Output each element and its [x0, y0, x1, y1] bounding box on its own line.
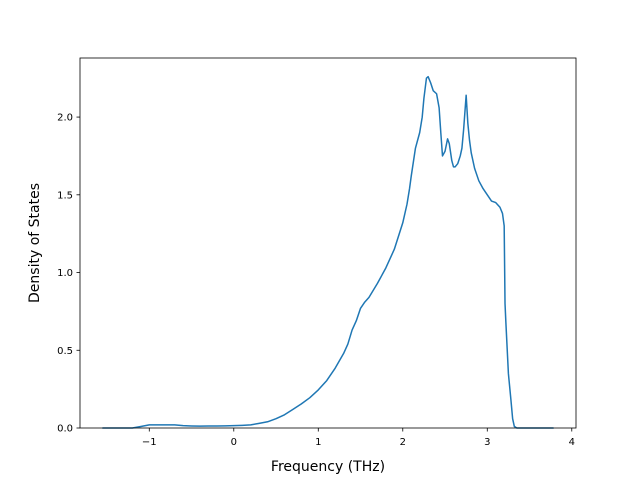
- y-tick-label: 1.0: [57, 268, 73, 279]
- y-tick-label: 1.5: [57, 190, 73, 201]
- y-tick-label: 0.5: [57, 346, 73, 357]
- series-layer: [102, 75, 554, 429]
- x-tick-label: −1: [142, 437, 157, 448]
- dos-line: [102, 75, 554, 429]
- x-tick-label: 2: [400, 437, 406, 448]
- y-axis-ticks: 0.0 0.5 1.0 1.5 2.0: [57, 113, 80, 435]
- plot-area: [80, 58, 576, 428]
- x-tick-label: 4: [569, 437, 575, 448]
- x-tick-label: 3: [484, 437, 490, 448]
- y-tick-label: 0.0: [57, 424, 73, 435]
- y-tick-label: 2.0: [57, 113, 73, 124]
- y-axis-label: Density of States: [27, 183, 43, 303]
- x-tick-label: 0: [231, 437, 237, 448]
- x-axis-label: Frequency (THz): [271, 459, 385, 475]
- x-axis-ticks: −1 0 1 2 3 4: [142, 428, 575, 448]
- x-tick-label: 1: [315, 437, 321, 448]
- plot-frame: [79, 57, 577, 429]
